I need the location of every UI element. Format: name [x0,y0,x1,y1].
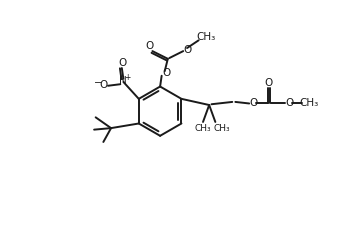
Text: CH₃: CH₃ [195,124,211,133]
Text: O: O [285,99,293,109]
Text: O: O [162,68,171,79]
Text: O: O [184,44,192,54]
Text: −: − [94,78,102,88]
Text: CH₃: CH₃ [213,124,230,133]
Text: CH₃: CH₃ [197,32,216,42]
Text: N: N [119,76,126,86]
Text: O: O [99,80,108,90]
Text: O: O [118,58,127,68]
Text: +: + [124,73,130,82]
Text: O: O [250,99,258,109]
Text: O: O [145,42,153,52]
Text: CH₃: CH₃ [300,99,319,109]
Text: O: O [265,78,273,88]
